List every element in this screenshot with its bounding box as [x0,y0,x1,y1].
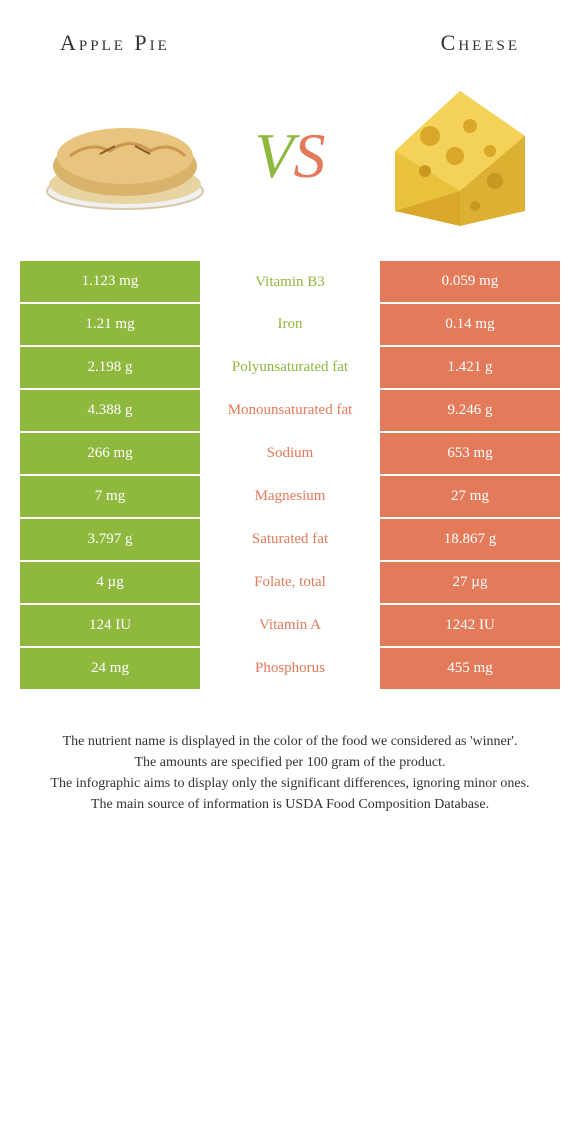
nutrient-name-cell: Saturated fat [200,518,380,561]
footer-line-1: The nutrient name is displayed in the co… [30,731,550,752]
nutrient-row: 1.21 mgIron0.14 mg [20,303,560,346]
cheese-illustration [370,81,540,231]
right-value-cell: 1242 IU [380,604,560,647]
right-value-cell: 653 mg [380,432,560,475]
nutrient-row: 24 mgPhosphorus455 mg [20,647,560,690]
right-value-cell: 1.421 g [380,346,560,389]
nutrient-table: 1.123 mgVitamin B30.059 mg1.21 mgIron0.1… [20,261,560,691]
nutrient-name-cell: Vitamin B3 [200,261,380,303]
right-value-cell: 27 mg [380,475,560,518]
right-value-cell: 0.059 mg [380,261,560,303]
left-value-cell: 3.797 g [20,518,200,561]
header-row: Apple Pie Cheese [20,30,560,56]
footer-notes: The nutrient name is displayed in the co… [20,731,560,815]
left-value-cell: 1.123 mg [20,261,200,303]
left-value-cell: 1.21 mg [20,303,200,346]
right-value-cell: 27 µg [380,561,560,604]
nutrient-name-cell: Polyunsaturated fat [200,346,380,389]
nutrient-row: 4 µgFolate, total27 µg [20,561,560,604]
left-value-cell: 266 mg [20,432,200,475]
nutrient-row: 4.388 gMonounsaturated fat9.246 g [20,389,560,432]
footer-line-3: The infographic aims to display only the… [30,773,550,794]
nutrient-row: 1.123 mgVitamin B30.059 mg [20,261,560,303]
left-value-cell: 4.388 g [20,389,200,432]
nutrient-name-cell: Magnesium [200,475,380,518]
right-value-cell: 0.14 mg [380,303,560,346]
nutrient-row: 3.797 gSaturated fat18.867 g [20,518,560,561]
nutrient-name-cell: Iron [200,303,380,346]
footer-line-4: The main source of information is USDA F… [30,794,550,815]
right-food-title: Cheese [441,30,520,56]
right-value-cell: 9.246 g [380,389,560,432]
left-value-cell: 124 IU [20,604,200,647]
vs-v-letter: V [254,120,293,191]
vs-label: VS [254,119,325,193]
nutrient-row: 266 mgSodium653 mg [20,432,560,475]
nutrient-row: 124 IUVitamin A1242 IU [20,604,560,647]
nutrient-name-cell: Folate, total [200,561,380,604]
nutrient-name-cell: Sodium [200,432,380,475]
vs-s-letter: S [294,120,326,191]
nutrient-name-cell: Monounsaturated fat [200,389,380,432]
left-value-cell: 7 mg [20,475,200,518]
nutrient-row: 7 mgMagnesium27 mg [20,475,560,518]
nutrient-name-cell: Phosphorus [200,647,380,690]
images-row: VS [20,81,560,261]
left-value-cell: 24 mg [20,647,200,690]
right-value-cell: 455 mg [380,647,560,690]
left-value-cell: 4 µg [20,561,200,604]
nutrient-row: 2.198 gPolyunsaturated fat1.421 g [20,346,560,389]
left-food-title: Apple Pie [60,30,170,56]
nutrient-name-cell: Vitamin A [200,604,380,647]
right-value-cell: 18.867 g [380,518,560,561]
apple-pie-illustration [40,81,210,231]
footer-line-2: The amounts are specified per 100 gram o… [30,752,550,773]
left-value-cell: 2.198 g [20,346,200,389]
